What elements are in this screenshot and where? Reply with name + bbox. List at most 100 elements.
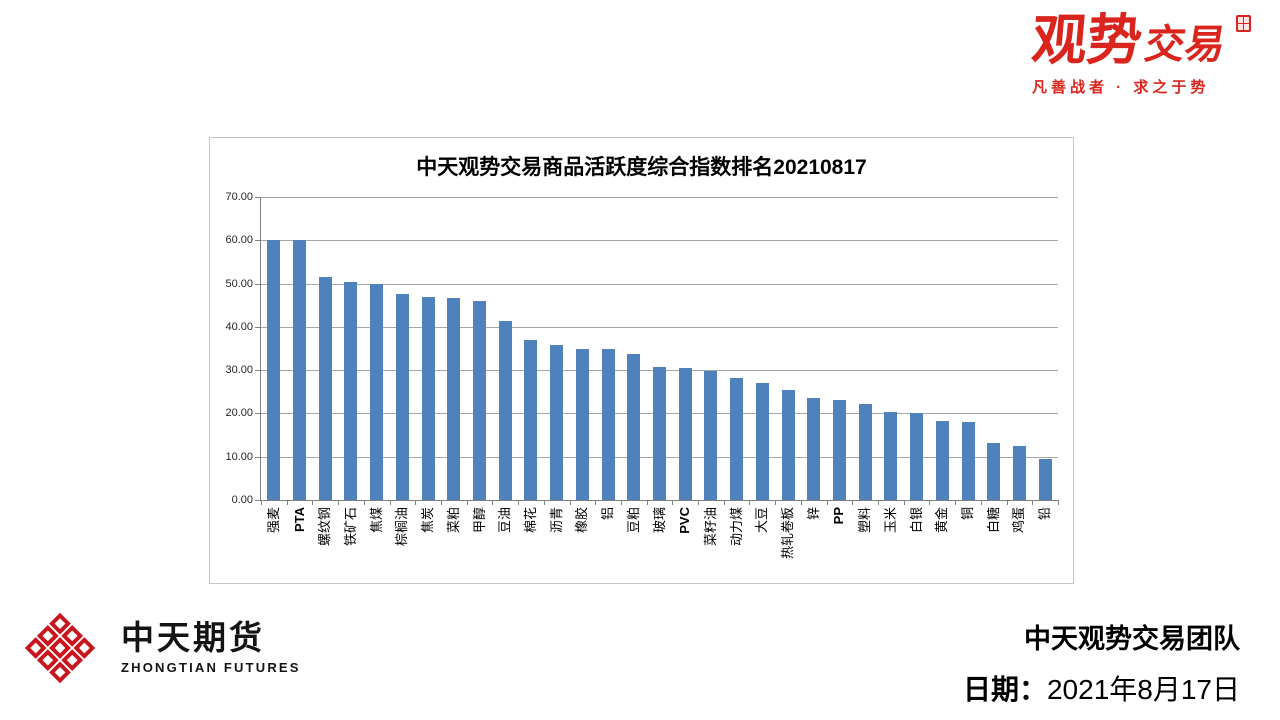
x-axis-label-棕榈油: 棕榈油 <box>394 507 410 547</box>
gridline <box>261 240 1058 242</box>
x-axis-label-铅: 铅 <box>1037 507 1053 521</box>
bar-铝 <box>601 349 615 500</box>
date-label: 日期： <box>962 674 1047 705</box>
x-axis-label-铝: 铝 <box>600 507 616 521</box>
x-axis-tick <box>723 500 725 505</box>
y-axis-label: 70.00 <box>225 191 253 203</box>
guanshi-logo-text: 观势 <box>1029 9 1145 71</box>
x-axis-label-PP: PP <box>831 507 847 525</box>
x-axis-tick <box>1058 500 1059 505</box>
company-name-cn: 中天期货 <box>121 619 265 657</box>
x-axis-tick <box>826 500 828 505</box>
y-axis-tick <box>255 240 260 242</box>
y-axis-tick <box>255 197 260 198</box>
bar-橡胶 <box>575 348 589 500</box>
date-line: 日期：2021年8月17日 <box>963 668 1240 708</box>
bar-PP <box>832 399 846 500</box>
x-axis-tick <box>800 500 802 505</box>
brand-tagline: 凡善战者 · 求之于势 <box>1032 79 1210 97</box>
company-name-en: ZHONGTIAN FUTURES <box>121 659 301 675</box>
bar-大豆 <box>755 383 769 500</box>
plot-area <box>260 197 1058 501</box>
x-axis-tick <box>980 500 982 505</box>
bar-铜 <box>961 422 975 500</box>
gridline <box>261 197 1058 198</box>
x-axis-label-螺纹钢: 螺纹钢 <box>317 507 333 547</box>
bar-铅 <box>1038 459 1052 500</box>
bar-强麦 <box>267 240 281 500</box>
bar-玻璃 <box>653 367 666 500</box>
bar-焦炭 <box>421 296 435 500</box>
x-axis-tick <box>261 500 262 505</box>
y-axis-tick <box>255 326 260 328</box>
x-axis-label-橡胶: 橡胶 <box>574 507 590 534</box>
bar-菜粕 <box>447 297 461 500</box>
x-axis-tick <box>543 500 545 505</box>
bar-甲醇 <box>473 301 487 500</box>
x-axis-label-黄金: 黄金 <box>934 507 950 534</box>
y-axis-label: 50.00 <box>225 277 253 290</box>
x-axis-tick <box>852 500 854 505</box>
bar-沥青 <box>550 345 564 500</box>
x-axis-label-菜粕: 菜粕 <box>445 507 461 534</box>
x-axis-label-鸡蛋: 鸡蛋 <box>1011 507 1027 534</box>
x-axis-label-玻璃: 玻璃 <box>651 507 667 534</box>
bar-白糖 <box>987 442 1001 500</box>
x-axis-tick <box>1032 500 1034 505</box>
team-name: 中天观势交易团队 <box>1024 624 1240 654</box>
x-axis-label-甲醇: 甲醇 <box>471 507 487 534</box>
y-axis-tick <box>255 283 260 285</box>
bar-黄金 <box>935 421 949 500</box>
bar-玉米 <box>884 411 898 500</box>
guanshi-logo: 观势 交易 凡善战者 · 求之于势 <box>1029 9 1251 97</box>
bar-菜籽油 <box>704 371 718 500</box>
bar-chart: 中天观势交易商品活跃度综合指数排名20210817 70.00 60.00 50.0… <box>209 137 1074 584</box>
x-axis-tick <box>466 500 468 505</box>
diamond-lattice-icon <box>24 612 96 684</box>
x-axis-label-热轧卷板: 热轧卷板 <box>780 507 796 560</box>
x-axis-label-动力煤: 动力煤 <box>728 507 744 547</box>
x-axis-tick <box>775 500 777 505</box>
x-axis-label-PVC: PVC <box>677 507 693 534</box>
x-axis-tick <box>569 500 571 505</box>
y-axis-label: 30.00 <box>225 364 253 377</box>
x-axis-label-铁矿石: 铁矿石 <box>342 507 358 547</box>
x-axis-tick <box>492 500 494 505</box>
x-axis-tick <box>518 500 520 505</box>
x-axis-tick <box>698 500 700 505</box>
x-axis-label-大豆: 大豆 <box>754 507 770 534</box>
x-axis-label-锌: 锌 <box>805 507 821 521</box>
bar-铁矿石 <box>344 281 358 500</box>
bar-热轧卷板 <box>781 389 795 500</box>
gridline <box>261 326 1058 328</box>
x-axis-tick <box>955 500 957 505</box>
y-axis-label: 60.00 <box>225 234 253 247</box>
x-axis-tick <box>903 500 905 505</box>
x-axis-tick <box>363 500 365 505</box>
x-axis-label-白银: 白银 <box>908 507 924 534</box>
bar-焦煤 <box>370 283 384 500</box>
x-axis-label-焦炭: 焦炭 <box>420 507 436 534</box>
bar-鸡蛋 <box>1012 446 1026 500</box>
bar-白银 <box>910 413 924 500</box>
team-block: 中天观势交易团队 日期：2021年8月17日 <box>963 617 1240 708</box>
guanshi-logo-row: 观势 交易 <box>1029 9 1251 71</box>
bar-塑料 <box>858 403 872 500</box>
x-axis-label-菜籽油: 菜籽油 <box>702 507 718 547</box>
y-axis-label: 0.00 <box>231 494 253 506</box>
x-axis-tick <box>389 500 391 505</box>
bar-PVC <box>678 368 692 500</box>
x-axis-label-棉花: 棉花 <box>522 507 538 534</box>
x-axis-tick <box>646 500 648 505</box>
x-axis-tick <box>286 500 288 505</box>
gridline <box>261 283 1058 285</box>
x-axis-tick <box>878 500 880 505</box>
x-axis-tick <box>338 500 340 505</box>
x-axis-label-豆粕: 豆粕 <box>625 507 641 534</box>
x-axis-tick <box>749 500 751 505</box>
bar-豆油 <box>498 320 512 500</box>
bar-螺纹钢 <box>318 277 332 500</box>
bar-PTA <box>293 240 307 500</box>
x-axis-label-塑料: 塑料 <box>857 507 873 534</box>
